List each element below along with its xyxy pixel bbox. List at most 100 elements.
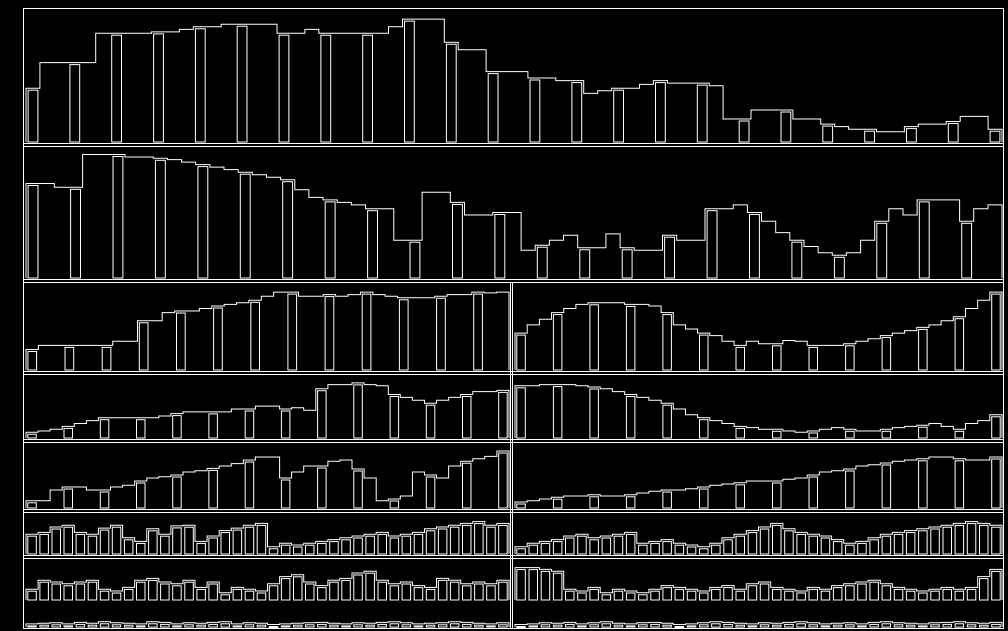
bar-outline xyxy=(579,249,591,279)
bar-outline xyxy=(662,491,672,509)
bar-outline xyxy=(365,572,375,601)
bar-outline xyxy=(172,415,182,439)
panel-low-1-left xyxy=(25,521,510,555)
bar-outline xyxy=(577,625,587,628)
bar-outline xyxy=(759,624,770,628)
bar-outline xyxy=(377,581,387,601)
bar-outline xyxy=(613,535,624,555)
bar-outline xyxy=(101,346,112,371)
bar-outline xyxy=(571,82,583,143)
bar-outline xyxy=(317,542,327,555)
bar-outline xyxy=(735,535,745,555)
bar-outline xyxy=(881,623,892,628)
bar-outline xyxy=(425,624,436,628)
bar-outline xyxy=(99,419,110,439)
bar-outline xyxy=(625,625,636,628)
bar-outline xyxy=(27,535,37,555)
bar-outline xyxy=(449,623,460,628)
bar-outline xyxy=(601,537,612,555)
bar-outline xyxy=(820,590,831,601)
bar-outline xyxy=(772,624,782,628)
bar-outline xyxy=(63,585,73,601)
bar-outline xyxy=(341,625,351,628)
bar-outline xyxy=(552,541,563,555)
bar-outline xyxy=(869,581,879,601)
bar-outline xyxy=(991,458,1001,509)
bar-outline xyxy=(918,530,928,555)
skyline-outline xyxy=(25,570,510,600)
bar-outline xyxy=(772,524,782,555)
bar-outline xyxy=(711,544,721,555)
bar-outline xyxy=(791,241,803,279)
bar-outline xyxy=(954,318,965,371)
bar-outline xyxy=(196,624,206,628)
bar-outline xyxy=(293,546,303,555)
bar-outline xyxy=(991,570,1001,601)
bar-outline xyxy=(208,583,218,601)
skyline-outline xyxy=(514,521,1003,554)
bar-outline xyxy=(735,590,745,601)
bar-outline xyxy=(268,626,279,628)
bar-outline xyxy=(256,592,267,601)
bar-outline xyxy=(404,20,415,143)
bar-outline xyxy=(138,322,149,371)
bar-outline xyxy=(365,624,375,628)
bar-outline xyxy=(194,28,206,143)
bar-outline xyxy=(893,533,904,555)
skyline-outline xyxy=(25,18,1003,142)
bar-outline xyxy=(232,588,243,601)
bar-outline xyxy=(674,544,685,555)
bar-outline xyxy=(136,581,146,601)
bar-outline xyxy=(638,544,648,555)
bar-outline xyxy=(398,299,409,371)
bar-outline xyxy=(51,624,61,628)
bar-outline xyxy=(486,585,496,601)
bar-outline xyxy=(401,583,412,601)
bar-outline xyxy=(176,312,186,371)
bar-outline xyxy=(208,413,218,439)
bar-outline xyxy=(27,351,38,371)
bar-outline xyxy=(389,396,400,439)
bar-outline xyxy=(389,585,400,601)
bar-outline xyxy=(445,43,457,143)
bar-outline xyxy=(136,625,146,628)
bar-outline xyxy=(75,533,86,555)
skyline-outline xyxy=(25,382,510,438)
bar-outline xyxy=(250,301,261,371)
bar-outline xyxy=(552,386,563,439)
bar-outline xyxy=(699,624,709,628)
panel-mid-1-right xyxy=(514,291,1003,371)
bar-outline xyxy=(601,594,612,601)
bar-outline xyxy=(474,624,484,628)
bar-outline xyxy=(136,482,146,509)
bar-outline xyxy=(389,537,400,555)
panel-mid-1-left xyxy=(25,291,510,371)
bar-outline xyxy=(845,470,855,509)
bar-outline xyxy=(213,307,223,371)
bar-outline xyxy=(361,293,372,371)
bar-outline xyxy=(954,524,965,555)
bar-outline xyxy=(528,544,538,555)
bar-outline xyxy=(516,626,526,628)
bar-outline xyxy=(808,346,818,371)
bar-outline xyxy=(696,84,708,143)
bar-outline xyxy=(63,625,73,628)
bar-outline xyxy=(136,542,146,555)
bar-outline xyxy=(293,624,303,628)
bar-outline xyxy=(864,130,876,143)
bar-outline xyxy=(27,502,37,509)
bar-outline xyxy=(930,590,940,601)
bar-outline xyxy=(487,73,499,143)
bar-outline xyxy=(63,526,73,555)
bar-outline xyxy=(966,624,977,628)
bar-outline xyxy=(123,539,134,555)
bar-outline xyxy=(353,574,363,601)
bar-outline xyxy=(329,581,339,601)
skyline-outline xyxy=(514,384,1003,438)
bar-outline xyxy=(154,159,166,279)
bar-outline xyxy=(498,581,508,601)
bar-outline xyxy=(409,241,421,279)
bar-outline xyxy=(377,623,387,628)
bar-outline xyxy=(905,532,916,555)
bar-outline xyxy=(749,214,760,279)
